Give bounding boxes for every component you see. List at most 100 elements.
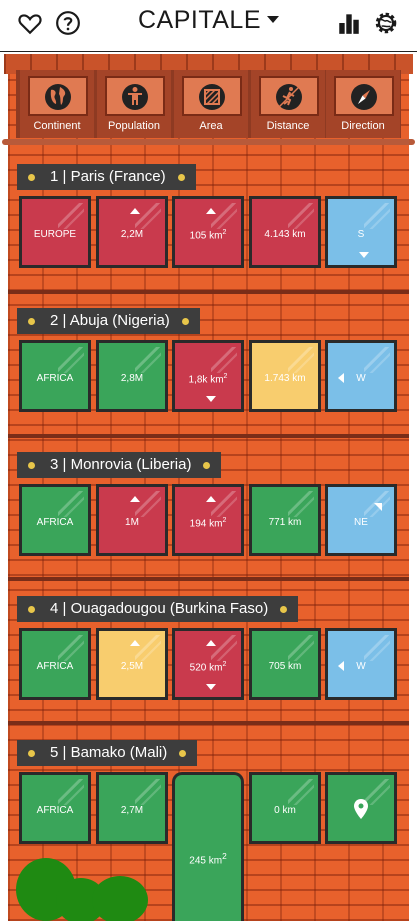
category-direction: Direction (326, 70, 400, 138)
tile-value: 2,5M (120, 661, 144, 672)
tile-value: 1,8k km (188, 374, 224, 386)
app-header: CAPITALE (0, 0, 417, 52)
tile-value-wrap: 194 km2 (175, 517, 241, 529)
area-tile: 194 km2 (172, 484, 244, 556)
tile-value: 771 km (268, 517, 302, 528)
area-tile: 1,8k km2 (172, 340, 244, 412)
continent-tile: EUROPE (19, 196, 91, 268)
indicator-dot (177, 174, 185, 181)
area-door-tile: 245 km2 (172, 772, 244, 921)
tile-value: 194 km (189, 518, 223, 530)
arrow-left-icon (338, 373, 344, 383)
distance-tile: 4.143 km (249, 196, 321, 268)
unit-superscript: 2 (222, 517, 227, 524)
category-label: Distance (266, 120, 310, 132)
indicator-dot (203, 462, 211, 469)
arrow-left-icon (338, 661, 344, 671)
guess-label: 1 | Paris (France) (17, 164, 196, 190)
category-population: Population (97, 70, 171, 138)
guess-label: 5 | Bamako (Mali) (17, 740, 198, 766)
guess-name: 4 | Ouagadougou (Burkina Faso) (50, 600, 269, 617)
population-tile: 2,5M (96, 628, 168, 700)
direction-tile: W (325, 340, 397, 412)
guess-name: 5 | Bamako (Mali) (50, 744, 168, 761)
area-tile: 520 km2 (172, 628, 244, 700)
category-distance: Distance (251, 70, 325, 138)
population-tile: 1M (96, 484, 168, 556)
tile-value: 2,2M (120, 229, 144, 240)
tile-value: 2,8M (120, 373, 144, 384)
indicator-dot (179, 750, 187, 757)
game-mode-selector[interactable]: CAPITALE (0, 6, 417, 35)
tile-value: 4.143 km (264, 229, 306, 240)
indicator-dot (28, 174, 35, 181)
tile-value: 2,7M (120, 805, 144, 816)
arrow-up-icon (130, 640, 140, 646)
compass-icon (351, 84, 377, 110)
floor-divider (8, 434, 409, 438)
arrow-up-icon (206, 208, 216, 214)
distance-icon (276, 84, 302, 110)
globe-icon (45, 84, 71, 110)
indicator-dot (28, 462, 35, 469)
tile-value: AFRICA (36, 517, 74, 528)
unit-superscript: 2 (222, 661, 227, 668)
tile-value: 245 km (189, 855, 223, 867)
distance-tile: 0 km (249, 772, 321, 844)
category-label: Direction (341, 120, 385, 132)
arrow-down-icon (206, 396, 216, 402)
indicator-dot (28, 750, 35, 757)
indicator-dot (28, 318, 35, 325)
tile-value: W (356, 661, 366, 672)
tile-value: 105 km (189, 230, 223, 242)
ledge (2, 139, 415, 145)
tile-value-wrap: 105 km2 (175, 229, 241, 241)
guess-label: 3 | Monrovia (Liberia) (17, 452, 222, 478)
continent-tile: AFRICA (19, 628, 91, 700)
tile-value: 0 km (274, 805, 296, 816)
area-tile: 105 km2 (172, 196, 244, 268)
floor-divider (8, 577, 409, 581)
category-label: Area (199, 120, 223, 132)
heart-icon[interactable] (17, 10, 43, 36)
help-icon[interactable] (55, 10, 81, 36)
roof-cornice (4, 54, 413, 74)
tile-value-wrap: 245 km2 (175, 851, 241, 866)
unit-superscript: 2 (223, 373, 228, 380)
stats-icon[interactable] (336, 10, 362, 36)
tile-value: 520 km (189, 662, 223, 674)
tile-value-wrap: 1,8k km2 (175, 373, 241, 385)
guess-label: 4 | Ouagadougou (Burkina Faso) (17, 596, 299, 622)
tile-value: AFRICA (36, 661, 74, 672)
indicator-dot (28, 606, 35, 613)
distance-tile: 1.743 km (249, 340, 321, 412)
indicator-dot (280, 606, 288, 613)
category-label: Continent (33, 120, 81, 132)
tile-value-wrap: 520 km2 (175, 661, 241, 673)
tile-value: AFRICA (36, 805, 74, 816)
tile-value: 1M (125, 517, 139, 528)
tile-value: W (356, 373, 366, 384)
floor-divider (8, 721, 409, 725)
floor-divider (8, 290, 409, 294)
location-pin-icon (354, 799, 368, 819)
tile-value: NE (354, 517, 368, 528)
direction-tile: NE (325, 484, 397, 556)
settings-icon[interactable] (373, 10, 399, 36)
arrow-northeast-icon (374, 503, 382, 511)
unit-superscript: 2 (222, 851, 227, 861)
guess-name: 2 | Abuja (Nigeria) (50, 312, 170, 329)
arrow-up-icon (130, 208, 140, 214)
indicator-dot (181, 318, 189, 325)
tile-value: AFRICA (36, 373, 74, 384)
population-tile: 2,2M (96, 196, 168, 268)
category-header: Continent Population Area (16, 70, 401, 138)
continent-tile: AFRICA (19, 484, 91, 556)
tile-value: 705 km (268, 661, 302, 672)
direction-tile (325, 772, 397, 844)
arrow-down-icon (206, 684, 216, 690)
arrow-down-icon (359, 252, 369, 258)
area-icon (199, 84, 225, 110)
continent-tile: AFRICA (19, 772, 91, 844)
distance-tile: 705 km (249, 628, 321, 700)
